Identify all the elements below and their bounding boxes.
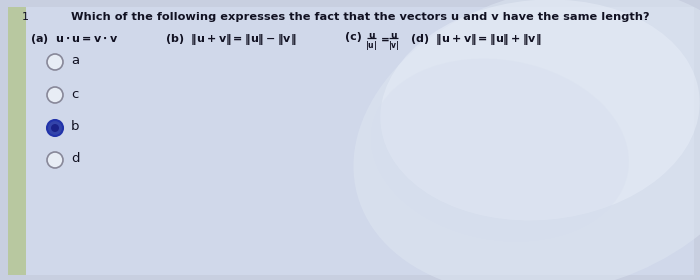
Ellipse shape <box>371 59 629 241</box>
FancyBboxPatch shape <box>8 7 26 275</box>
Text: (c): (c) <box>345 32 362 42</box>
Text: $\mathbf{|u|}$: $\mathbf{|u|}$ <box>365 39 377 52</box>
Text: $\mathbf{=}$: $\mathbf{=}$ <box>378 34 390 44</box>
Text: Which of the following expresses the fact that the vectors u and v have the same: Which of the following expresses the fac… <box>71 12 650 22</box>
Text: a: a <box>71 55 79 67</box>
Text: c: c <box>71 87 78 101</box>
Ellipse shape <box>380 0 700 220</box>
FancyBboxPatch shape <box>8 7 694 275</box>
Ellipse shape <box>354 0 700 280</box>
Circle shape <box>51 124 59 132</box>
Circle shape <box>47 120 63 136</box>
Circle shape <box>47 87 63 103</box>
Text: b: b <box>71 120 80 134</box>
Text: $\mathbf{u}$: $\mathbf{u}$ <box>390 31 398 40</box>
Text: (a)  $\mathbf{u \cdot u = v \cdot v}$: (a) $\mathbf{u \cdot u = v \cdot v}$ <box>30 32 118 46</box>
Text: $\mathbf{u}$: $\mathbf{u}$ <box>368 31 376 40</box>
Text: (b)  $\mathbf{\|u + v\| = \|u\| - \|v\|}$: (b) $\mathbf{\|u + v\| = \|u\| - \|v\|}$ <box>165 32 296 47</box>
Text: d: d <box>71 153 80 165</box>
Text: $\mathbf{|v|}$: $\mathbf{|v|}$ <box>388 39 400 52</box>
Circle shape <box>47 152 63 168</box>
Text: (d)  $\mathbf{\|u + v\| = \|u\| + \|v\|}$: (d) $\mathbf{\|u + v\| = \|u\| + \|v\|}$ <box>410 32 541 47</box>
Text: 1: 1 <box>22 12 29 22</box>
Circle shape <box>47 54 63 70</box>
